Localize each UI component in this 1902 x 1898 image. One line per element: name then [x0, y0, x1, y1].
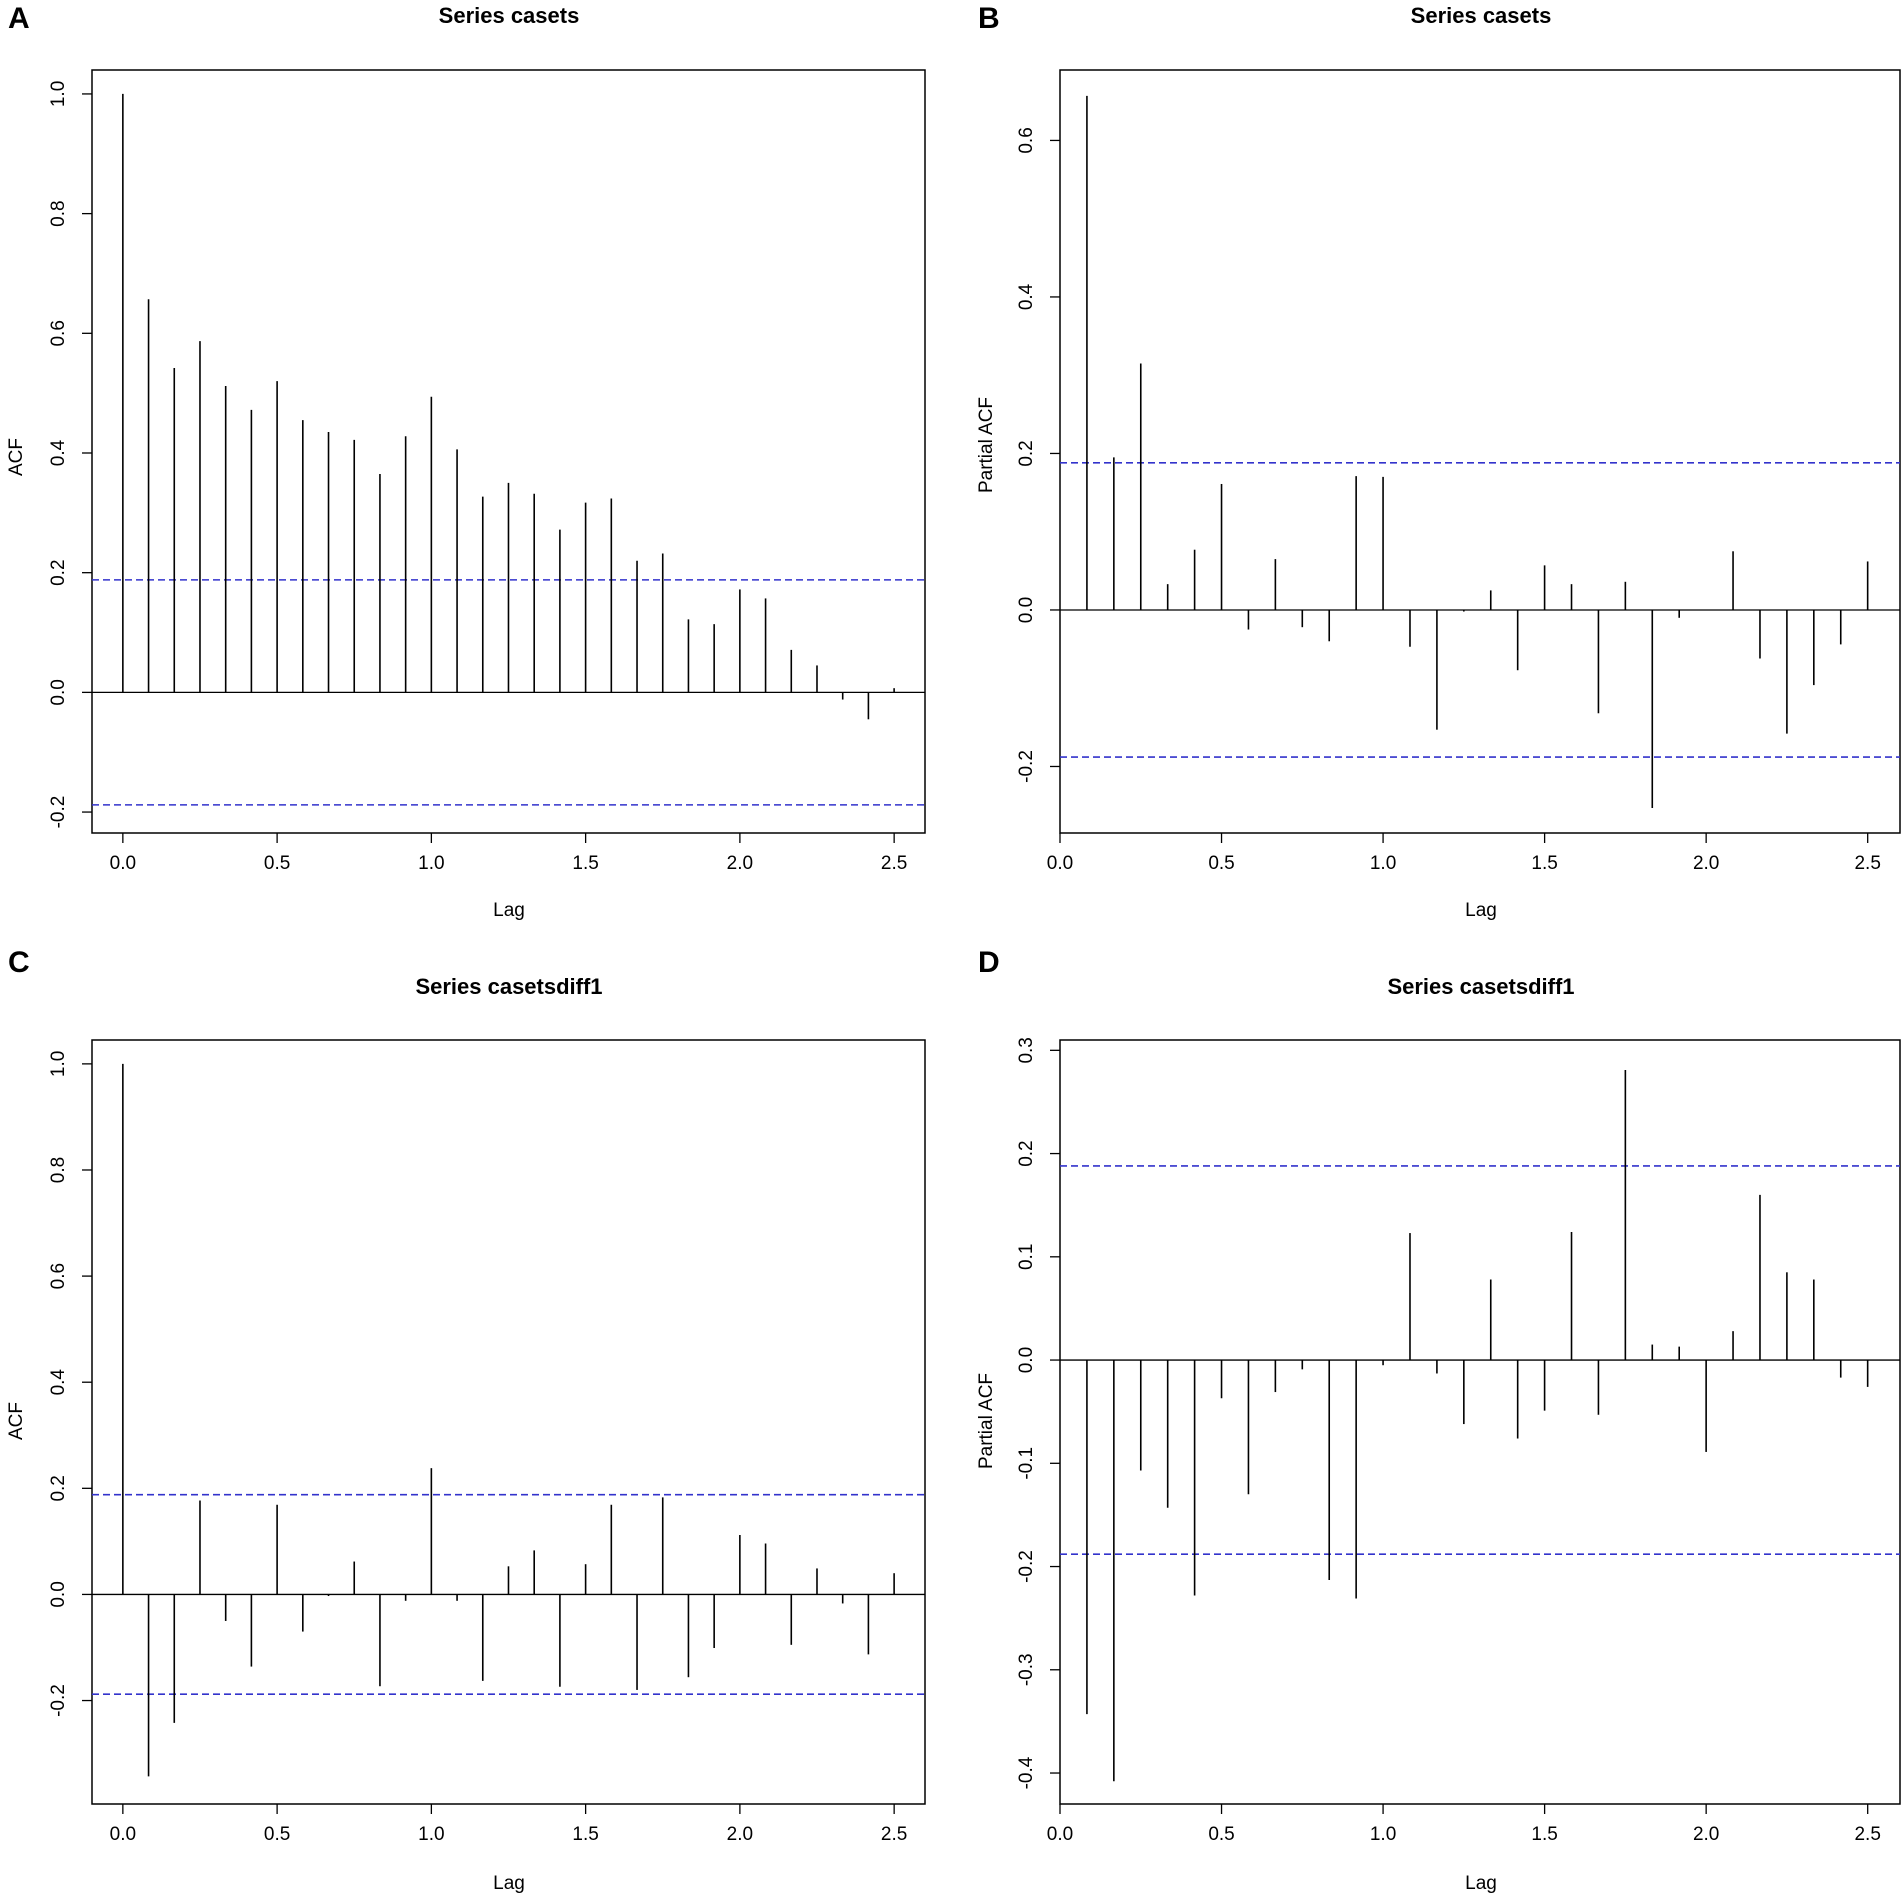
y-tick-label: 0.2: [48, 1475, 69, 1501]
x-tick-label: 1.5: [572, 853, 598, 874]
panel-letter: A: [8, 2, 30, 35]
x-tick-label: 0.0: [110, 1824, 136, 1845]
y-tick-label: 0.0: [1016, 597, 1037, 623]
panel-d: D Series casetsdiff1 Lag Partial ACF 0.0…: [976, 946, 1901, 1894]
y-tick-label: 0.1: [1016, 1244, 1037, 1270]
x-tick-label: 2.5: [1854, 1824, 1880, 1845]
chart-title: Series casets: [1411, 3, 1552, 28]
plot-frame: [91, 69, 926, 834]
panel-c: C Series casetsdiff1 Lag ACF 0.0 0.5 1.0 1.…: [6, 946, 926, 1894]
x-tick-label: 0.0: [1047, 1824, 1073, 1845]
panel-b: B Series casets Lag Partial ACF 0.0 0.5 1.…: [976, 2, 1901, 921]
x-axis-label: Lag: [493, 900, 525, 921]
y-axis-label: Partial ACF: [976, 1373, 997, 1469]
y-tick-label: 0.3: [1016, 1037, 1037, 1063]
plot-frame: [1059, 69, 1901, 834]
y-tick-label: 0.0: [1016, 1347, 1037, 1373]
y-tick-label: 1.0: [48, 81, 69, 107]
x-tick-label: 2.5: [1854, 853, 1880, 874]
x-axis-label: Lag: [493, 1873, 525, 1894]
y-axis-label: Partial ACF: [976, 397, 997, 493]
y-tick-label: 0.6: [1016, 127, 1037, 153]
x-tick-label: 2.0: [727, 1824, 753, 1845]
y-tick-label: 0.8: [48, 200, 69, 226]
y-tick-label: 0.6: [48, 1263, 69, 1289]
panel-letter: C: [8, 946, 30, 979]
y-tick-label: -0.2: [1016, 1550, 1037, 1583]
x-axis-label: Lag: [1465, 900, 1497, 921]
panel-letter: B: [978, 2, 1000, 35]
x-tick-label: 0.0: [1047, 853, 1073, 874]
x-tick-label: 0.0: [110, 853, 136, 874]
y-tick-label: 0.4: [48, 439, 69, 466]
panel-a: A Series casets Lag ACF 0.0 0.5 1.0 1.5 2.0 2…: [6, 2, 926, 921]
x-tick-label: 1.0: [418, 1824, 444, 1845]
y-tick-label: 0.6: [48, 320, 69, 346]
chart-title: Series casetsdiff1: [1387, 974, 1574, 999]
y-tick-label: -0.3: [1016, 1653, 1037, 1686]
x-tick-label: 0.5: [264, 1824, 290, 1845]
y-tick-label: -0.1: [1016, 1447, 1037, 1480]
x-tick-label: 1.0: [1370, 1824, 1396, 1845]
y-tick-label: 0.2: [1016, 1140, 1037, 1166]
y-tick-label: -0.2: [1016, 750, 1037, 783]
x-tick-label: 2.5: [881, 1824, 907, 1845]
x-tick-label: 2.0: [1693, 1824, 1719, 1845]
x-tick-label: 0.5: [264, 853, 290, 874]
x-tick-label: 1.5: [1531, 853, 1557, 874]
y-axis-label: ACF: [6, 1402, 27, 1440]
y-tick-label: 1.0: [48, 1051, 69, 1077]
x-axis-label: Lag: [1465, 1873, 1497, 1894]
y-tick-label: 0.4: [1016, 283, 1037, 310]
y-tick-label: 0.2: [48, 559, 69, 585]
x-tick-label: 2.0: [1693, 853, 1719, 874]
x-tick-label: 2.5: [881, 853, 907, 874]
y-tick-label: 0.2: [1016, 440, 1037, 466]
x-tick-label: 0.5: [1208, 853, 1234, 874]
x-tick-label: 1.5: [1531, 1824, 1557, 1845]
y-tick-label: 0.0: [48, 1581, 69, 1607]
y-tick-label: -0.4: [1016, 1756, 1037, 1789]
plot-frame: [91, 1039, 926, 1805]
x-tick-label: 2.0: [727, 853, 753, 874]
y-tick-label: 0.0: [48, 679, 69, 705]
y-tick-label: -0.2: [48, 1684, 69, 1717]
panel-letter: D: [978, 946, 1000, 979]
plot-frame: [1059, 1039, 1901, 1805]
y-tick-label: 0.8: [48, 1157, 69, 1183]
x-tick-label: 1.0: [418, 853, 444, 874]
chart-title: Series casetsdiff1: [415, 974, 602, 999]
y-axis-label: ACF: [6, 438, 27, 476]
x-tick-label: 1.5: [572, 1824, 598, 1845]
chart-title: Series casets: [439, 3, 580, 28]
y-tick-label: -0.2: [48, 796, 69, 829]
x-tick-label: 0.5: [1208, 1824, 1234, 1845]
x-tick-label: 1.0: [1370, 853, 1396, 874]
y-tick-label: 0.4: [48, 1369, 69, 1396]
